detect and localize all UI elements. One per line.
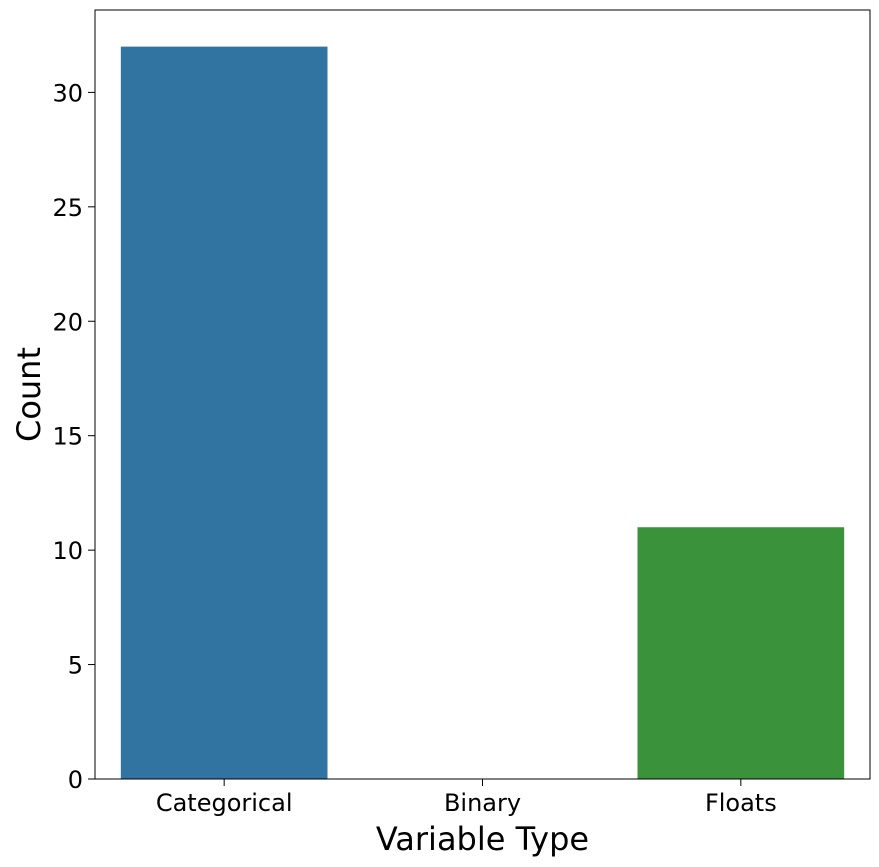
bar-floats xyxy=(637,527,845,779)
y-tick-label: 0 xyxy=(68,766,83,794)
x-axis-ticks: Categorical Binary Floats xyxy=(156,779,777,817)
plot-frame xyxy=(94,9,871,780)
x-tick-label: Floats xyxy=(705,789,777,817)
y-tick-label: 10 xyxy=(52,537,83,565)
y-tick-label: 25 xyxy=(52,194,83,222)
y-axis-ticks: 0 5 10 15 20 25 30 xyxy=(52,79,95,794)
y-axis-label: Count xyxy=(10,347,48,442)
x-tick-label: Binary xyxy=(444,789,521,817)
y-tick-label: 30 xyxy=(52,79,83,107)
y-tick-label: 15 xyxy=(52,423,83,451)
bars xyxy=(120,46,845,780)
x-tick-label: Categorical xyxy=(156,789,293,817)
y-tick-label: 5 xyxy=(68,652,83,680)
x-axis-label: Variable Type xyxy=(376,820,589,858)
bar-categorical xyxy=(120,46,328,780)
y-tick-label: 20 xyxy=(52,308,83,336)
